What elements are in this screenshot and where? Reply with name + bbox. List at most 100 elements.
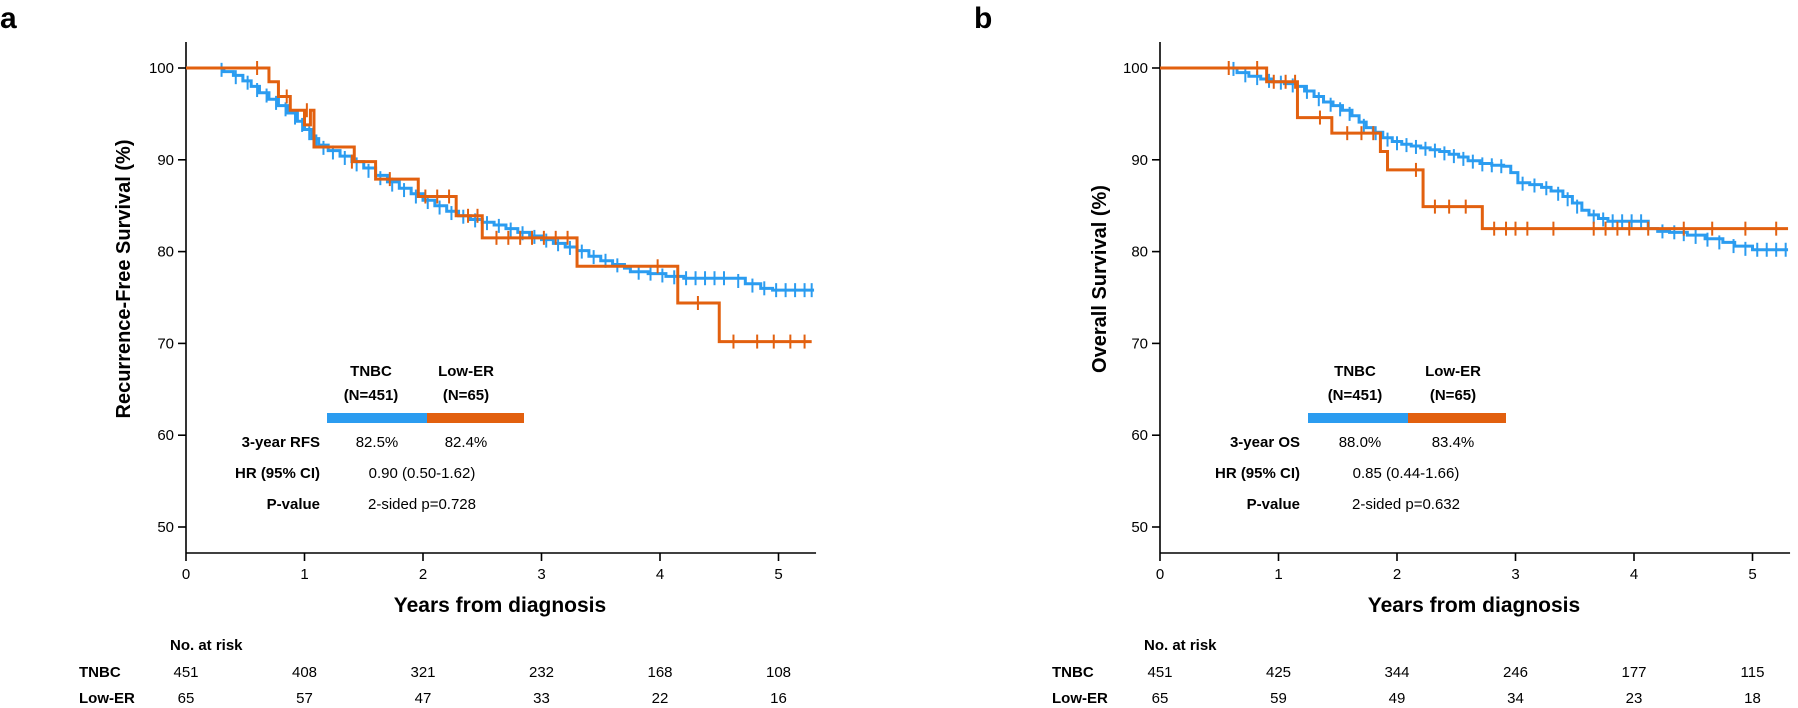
x-tick-label-4: 4 [1630, 566, 1638, 583]
risk-table: No. at risk TNBC Low-ER 451 425 344 246 177 1… [1052, 637, 1764, 707]
stats-table: 3-year OS 88.0% 83.4% HR (95% CI) 0.85 (… [1215, 434, 1474, 513]
curves [186, 61, 815, 349]
x-tick-label-2: 2 [1393, 566, 1401, 583]
km-curve-low-er [186, 66, 812, 344]
panel-a: a Recurrence-Free Survival (%) Years fro… [0, 2, 817, 707]
km-curve-tnbc [1160, 66, 1789, 252]
stat-label-3yr: 3-year RFS [242, 434, 320, 451]
risk-row-name-tnbc: TNBC [1052, 664, 1094, 681]
legend-swatch-tnbc [1308, 413, 1408, 423]
risk-value-low-er-2: 47 [415, 690, 432, 707]
y-tick-label-50: 50 [1131, 519, 1148, 536]
stats-table: 3-year RFS 82.5% 82.4% HR (95% CI) 0.90 … [235, 434, 487, 513]
x-axis-title: Years from diagnosis [1368, 594, 1580, 617]
stat-label-p: P-value [1247, 496, 1300, 513]
stat-label-hr: HR (95% CI) [1215, 465, 1300, 482]
x-tick-label-1: 1 [300, 566, 308, 583]
risk-value-tnbc-1: 425 [1266, 664, 1291, 681]
legend: TNBC (N=451) Low-ER (N=65) [1308, 363, 1506, 423]
risk-row-name-low-er: Low-ER [1052, 690, 1108, 707]
legend-swatch-low-er [427, 413, 524, 423]
risk-value-low-er-1: 57 [296, 690, 313, 707]
y-tick-label-70: 70 [1131, 335, 1148, 352]
risk-value-tnbc-4: 177 [1621, 664, 1646, 681]
risk-value-low-er-2: 49 [1389, 690, 1406, 707]
risk-title: No. at risk [170, 637, 243, 654]
stat-p-value: 2-sided p=0.728 [368, 496, 476, 513]
legend-n-tnbc: (N=451) [344, 387, 399, 404]
risk-value-tnbc-5: 115 [1741, 664, 1765, 681]
y-tick-label-60: 60 [1131, 427, 1148, 444]
risk-values: 451 408 321 232 168 108 65 57 47 33 22 16 [173, 664, 791, 707]
legend-n-tnbc: (N=451) [1328, 387, 1383, 404]
x-tick-label-0: 0 [1156, 566, 1164, 583]
risk-value-low-er-1: 59 [1270, 690, 1287, 707]
risk-row-name-tnbc: TNBC [79, 664, 121, 681]
legend-swatch-tnbc [327, 413, 427, 423]
legend-label-low-er: Low-ER [438, 363, 494, 380]
risk-value-low-er-0: 65 [1152, 690, 1169, 707]
stat-label-p: P-value [267, 496, 320, 513]
risk-value-tnbc-0: 451 [173, 664, 198, 681]
x-tick-label-5: 5 [1748, 566, 1756, 583]
risk-value-tnbc-1: 408 [292, 664, 317, 681]
risk-table: No. at risk TNBC Low-ER 451 408 321 232 168 1… [79, 637, 791, 707]
risk-value-low-er-3: 34 [1507, 690, 1524, 707]
y-tick-label-50: 50 [157, 519, 174, 536]
stat-label-hr: HR (95% CI) [235, 465, 320, 482]
panel-b: b Overall Survival (%) Years from diagno… [974, 2, 1791, 707]
stat-hr-value: 0.85 (0.44-1.66) [1353, 465, 1460, 482]
y-tick-label-80: 80 [1131, 244, 1148, 261]
risk-title: No. at risk [1144, 637, 1217, 654]
x-axis-title: Years from diagnosis [394, 594, 606, 617]
axes: 50 60 70 80 90 100 0 1 2 3 4 5 [149, 42, 817, 583]
x-tick-label-3: 3 [1511, 566, 1519, 583]
curves [1160, 61, 1789, 257]
risk-value-low-er-5: 18 [1744, 690, 1761, 707]
axes: 50 60 70 80 90 100 0 1 2 3 4 5 [1123, 42, 1791, 583]
stat-label-3yr: 3-year OS [1230, 434, 1300, 451]
risk-value-tnbc-4: 168 [647, 664, 672, 681]
stat-3yr-tnbc: 82.5% [356, 434, 399, 451]
legend-label-tnbc: TNBC [1334, 363, 1376, 380]
risk-value-tnbc-5: 108 [766, 664, 791, 681]
y-tick-label-100: 100 [149, 60, 174, 77]
y-axis-title: Overall Survival (%) [1089, 185, 1111, 373]
risk-value-low-er-4: 23 [1626, 690, 1643, 707]
stat-hr-value: 0.90 (0.50-1.62) [369, 465, 476, 482]
stat-3yr-tnbc: 88.0% [1339, 434, 1382, 451]
risk-value-low-er-4: 22 [652, 690, 669, 707]
legend-label-tnbc: TNBC [350, 363, 392, 380]
legend-label-low-er: Low-ER [1425, 363, 1481, 380]
x-tick-label-4: 4 [656, 566, 664, 583]
y-tick-label-90: 90 [157, 152, 174, 169]
legend-n-low-er: (N=65) [1430, 387, 1476, 404]
stat-3yr-low-er: 83.4% [1432, 434, 1475, 451]
panel-letter-b: b [974, 2, 992, 35]
panel-letter-a: a [0, 2, 17, 35]
risk-value-tnbc-2: 321 [410, 664, 435, 681]
x-tick-label-2: 2 [419, 566, 427, 583]
risk-value-tnbc-0: 451 [1147, 664, 1172, 681]
risk-value-low-er-5: 16 [770, 690, 787, 707]
km-curve-low-er [1160, 66, 1789, 231]
legend: TNBC (N=451) Low-ER (N=65) [327, 363, 524, 423]
stat-p-value: 2-sided p=0.632 [1352, 496, 1460, 513]
x-tick-label-5: 5 [774, 566, 782, 583]
stat-3yr-low-er: 82.4% [445, 434, 488, 451]
risk-value-tnbc-3: 232 [529, 664, 554, 681]
risk-value-low-er-3: 33 [533, 690, 550, 707]
km-curve-tnbc [186, 66, 815, 292]
y-tick-label-80: 80 [157, 244, 174, 261]
risk-value-tnbc-3: 246 [1503, 664, 1528, 681]
y-axis-title: Recurrence-Free Survival (%) [113, 139, 135, 418]
risk-row-name-low-er: Low-ER [79, 690, 135, 707]
risk-value-low-er-0: 65 [178, 690, 195, 707]
x-tick-label-3: 3 [537, 566, 545, 583]
y-tick-label-70: 70 [157, 335, 174, 352]
x-tick-label-0: 0 [182, 566, 190, 583]
x-tick-label-1: 1 [1274, 566, 1282, 583]
y-tick-label-100: 100 [1123, 60, 1148, 77]
risk-values: 451 425 344 246 177 115 65 59 49 34 23 18 [1147, 664, 1764, 707]
